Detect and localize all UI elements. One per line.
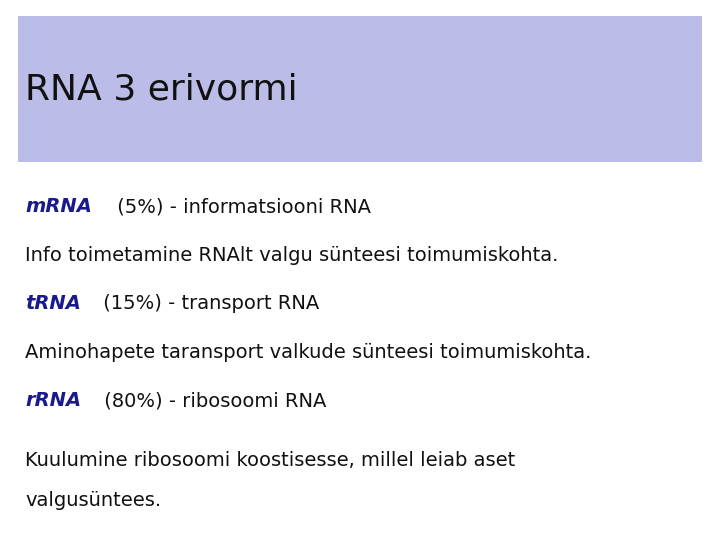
Text: rRNA: rRNA — [25, 392, 81, 410]
Text: (5%) - informatsiooni RNA: (5%) - informatsiooni RNA — [112, 197, 372, 216]
Text: tRNA: tRNA — [25, 294, 81, 313]
Bar — [18, 16, 702, 162]
Text: Aminohapete taransport valkude sünteesi toimumiskohta.: Aminohapete taransport valkude sünteesi … — [25, 343, 592, 362]
Text: valgusüntees.: valgusüntees. — [25, 491, 161, 510]
Text: Kuulumine ribosoomi koostisesse, millel leiab aset: Kuulumine ribosoomi koostisesse, millel … — [25, 451, 516, 470]
Text: Info toimetamine RNAlt valgu sünteesi toimumiskohta.: Info toimetamine RNAlt valgu sünteesi to… — [25, 246, 559, 265]
Text: (80%) - ribosoomi RNA: (80%) - ribosoomi RNA — [98, 392, 326, 410]
Text: mRNA: mRNA — [25, 197, 92, 216]
Text: (15%) - transport RNA: (15%) - transport RNA — [97, 294, 320, 313]
Text: RNA 3 erivormi: RNA 3 erivormi — [25, 72, 298, 106]
